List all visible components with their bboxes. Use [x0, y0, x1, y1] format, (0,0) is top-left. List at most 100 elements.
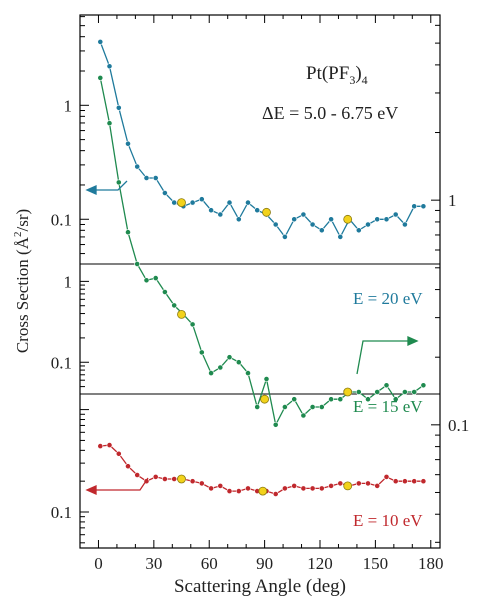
x-tick-label: 180 — [418, 554, 444, 573]
x-axis-label: Scattering Angle (deg) — [174, 576, 346, 597]
arrow-20ev-left-axis — [85, 180, 128, 196]
data-point — [254, 207, 261, 214]
data-point — [97, 75, 104, 81]
data-point — [198, 196, 205, 203]
data-point — [125, 463, 131, 470]
data-point — [106, 120, 113, 127]
data-point — [235, 488, 242, 494]
data-point — [226, 199, 233, 206]
series-line — [99, 41, 424, 239]
x-tick-label: 60 — [201, 554, 218, 573]
data-point — [245, 485, 251, 492]
data-point — [328, 396, 334, 403]
left-tick-label: 1 — [64, 272, 73, 291]
left-tick-label: 1 — [64, 96, 73, 115]
data-point — [374, 482, 381, 489]
legend-label-20ev: E = 20 eV — [353, 289, 423, 308]
molecule-label: Pt(PF3)4 — [306, 63, 368, 87]
x-tick-label: 120 — [307, 554, 333, 573]
highlight-point — [343, 214, 353, 224]
data-point — [208, 207, 214, 214]
data-series — [97, 39, 427, 497]
data-point — [189, 478, 196, 485]
data-point — [383, 382, 390, 389]
data-point — [318, 227, 325, 234]
data-point — [171, 302, 178, 309]
data-point — [115, 179, 122, 186]
data-point — [318, 485, 325, 492]
plot-frame — [79, 14, 441, 549]
x-tick-label: 150 — [363, 554, 389, 573]
data-point — [245, 370, 251, 376]
data-point — [143, 175, 150, 181]
data-point — [291, 482, 298, 489]
data-point — [208, 485, 214, 492]
data-point — [235, 216, 242, 223]
data-point — [254, 404, 261, 410]
data-point — [97, 443, 104, 449]
data-point — [281, 233, 288, 240]
x-tick-label: 90 — [256, 554, 273, 573]
data-point — [374, 216, 381, 223]
data-point — [217, 482, 224, 489]
highlight-point — [177, 309, 186, 319]
data-point — [411, 203, 418, 210]
data-point — [300, 485, 307, 492]
data-point — [171, 199, 178, 206]
data-point — [263, 376, 270, 382]
highlight-point — [177, 198, 186, 208]
data-point — [115, 450, 122, 457]
data-point — [281, 404, 288, 410]
data-point — [355, 227, 362, 234]
arrow-10ev-left-axis — [85, 477, 149, 496]
data-point — [420, 478, 427, 485]
highlight-point — [343, 481, 353, 491]
data-point — [291, 396, 298, 403]
data-point — [365, 480, 371, 487]
y-axis-label: Cross Section (Å2/sr) — [12, 209, 32, 353]
data-point — [226, 354, 233, 361]
data-point — [328, 216, 334, 223]
right-tick-label: 1 — [448, 191, 457, 210]
data-point — [235, 359, 242, 366]
data-point — [198, 480, 205, 487]
data-point — [392, 478, 399, 485]
data-point — [365, 221, 371, 228]
data-point — [411, 389, 418, 395]
left-tick-label: 0.1 — [51, 210, 72, 229]
data-point — [392, 396, 399, 403]
highlight-point — [177, 474, 186, 484]
data-point — [337, 480, 344, 487]
data-point — [291, 216, 298, 223]
data-point — [309, 221, 316, 228]
data-point — [125, 140, 131, 147]
data-point — [152, 275, 159, 281]
data-point — [309, 404, 316, 410]
highlight-point — [262, 207, 271, 217]
left-tick-label: 0.1 — [51, 503, 72, 522]
data-point — [337, 396, 344, 403]
data-point — [365, 396, 371, 403]
data-point — [134, 163, 141, 170]
highlight-point — [260, 394, 270, 404]
highlight-point — [258, 486, 268, 496]
data-point — [383, 473, 390, 480]
data-point — [411, 478, 418, 485]
series-1 — [97, 75, 427, 428]
data-point — [106, 63, 113, 70]
left-tick-label: 0.1 — [51, 353, 72, 372]
data-point — [161, 190, 168, 196]
data-point — [161, 476, 168, 482]
data-point — [134, 261, 141, 267]
legend-label-10ev: E = 10 eV — [353, 511, 423, 530]
data-point — [106, 442, 113, 448]
data-point — [152, 473, 159, 480]
data-point — [328, 482, 334, 489]
data-point — [309, 485, 316, 492]
data-point — [226, 488, 233, 494]
data-point — [97, 39, 104, 45]
data-point — [198, 349, 205, 356]
series-0 — [97, 39, 427, 240]
data-point — [143, 277, 150, 284]
data-point — [355, 389, 362, 395]
